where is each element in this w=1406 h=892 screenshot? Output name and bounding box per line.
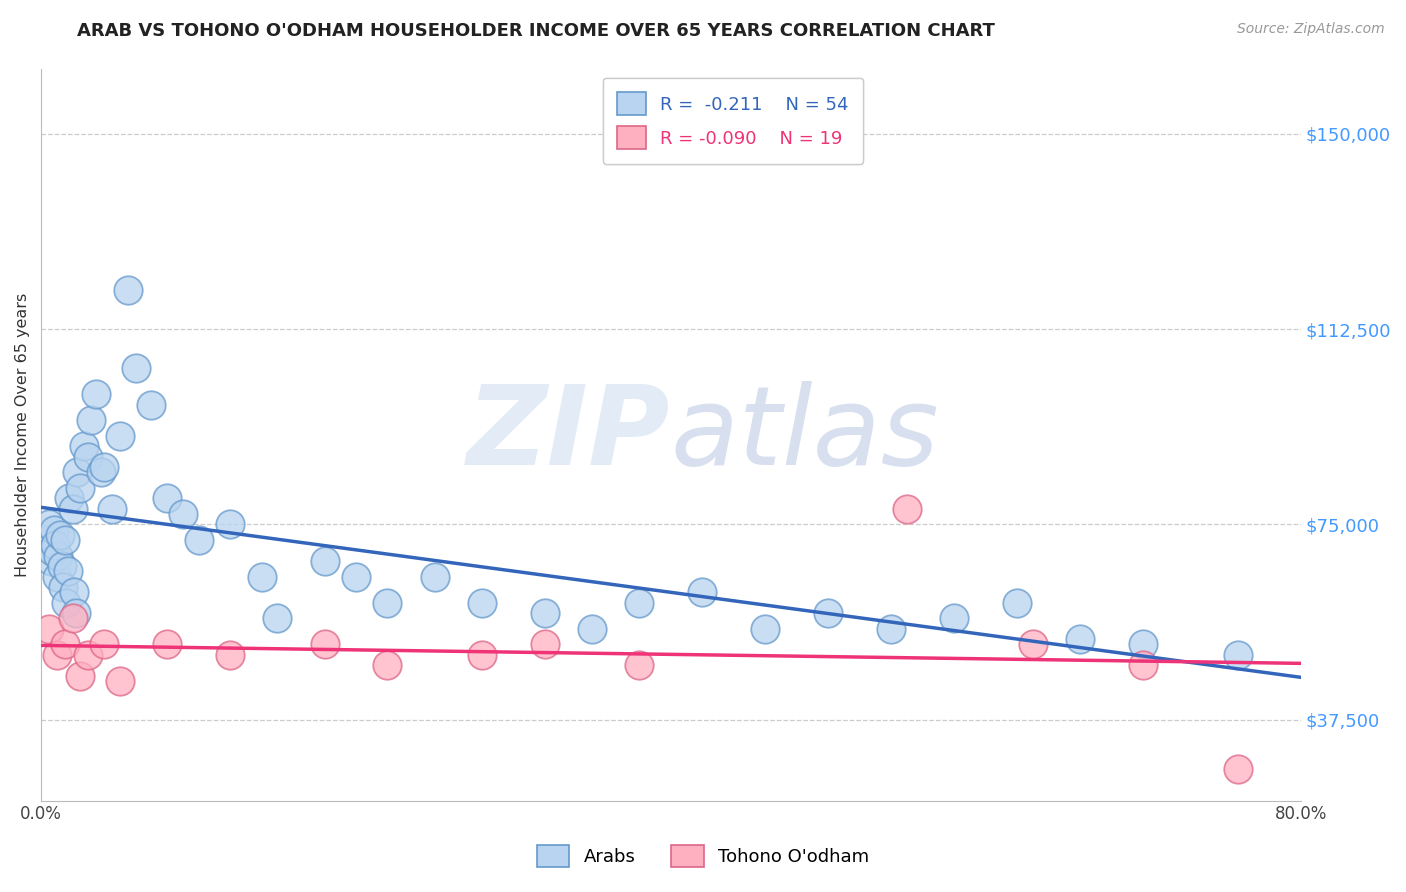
Point [1132, 658, 1154, 673]
Point [53, 637, 76, 651]
Point [117, 283, 139, 297]
Point [39, 554, 62, 568]
Point [48, 549, 70, 563]
Point [66, 466, 89, 480]
Point [38, 622, 60, 636]
Point [1069, 632, 1091, 646]
Point [93, 637, 115, 651]
Point [943, 611, 966, 625]
Point [45, 648, 67, 662]
Point [124, 361, 146, 376]
Point [56, 565, 79, 579]
Point [93, 460, 115, 475]
Point [37, 533, 59, 547]
Text: ZIP: ZIP [467, 381, 671, 488]
Point [77, 648, 100, 662]
Point [817, 606, 839, 620]
Point [172, 507, 194, 521]
Point [101, 501, 124, 516]
Point [471, 596, 494, 610]
Point [754, 622, 776, 636]
Point [1132, 637, 1154, 651]
Point [692, 585, 714, 599]
Point [38, 517, 60, 532]
Point [314, 554, 336, 568]
Point [42, 523, 65, 537]
Point [49, 528, 72, 542]
Point [880, 622, 903, 636]
Point [90, 466, 112, 480]
Point [896, 501, 918, 516]
Legend: Arabs, Tohono O'odham: Arabs, Tohono O'odham [529, 838, 877, 874]
Point [51, 559, 73, 574]
Point [534, 637, 557, 651]
Point [156, 637, 179, 651]
Point [250, 569, 273, 583]
Text: ARAB VS TOHONO O'ODHAM HOUSEHOLDER INCOME OVER 65 YEARS CORRELATION CHART: ARAB VS TOHONO O'ODHAM HOUSEHOLDER INCOM… [77, 22, 995, 40]
Point [52, 580, 75, 594]
Point [63, 585, 86, 599]
Point [41, 543, 63, 558]
Point [69, 668, 91, 682]
Point [377, 596, 399, 610]
Point [219, 517, 242, 532]
Point [80, 413, 103, 427]
Point [53, 533, 76, 547]
Point [581, 622, 603, 636]
Legend: R =  -0.211    N = 54, R = -0.090    N = 19: R = -0.211 N = 54, R = -0.090 N = 19 [603, 78, 863, 163]
Point [55, 596, 77, 610]
Point [628, 658, 651, 673]
Point [471, 648, 494, 662]
Point [314, 637, 336, 651]
Point [344, 569, 367, 583]
Point [156, 491, 179, 506]
Point [108, 673, 131, 688]
Point [1022, 637, 1045, 651]
Y-axis label: Householder Income Over 65 years: Householder Income Over 65 years [15, 293, 30, 577]
Point [45, 569, 67, 583]
Point [266, 611, 288, 625]
Point [58, 491, 80, 506]
Point [72, 439, 94, 453]
Point [219, 648, 242, 662]
Point [108, 429, 131, 443]
Point [1226, 763, 1249, 777]
Point [534, 606, 557, 620]
Point [44, 538, 66, 552]
Point [84, 387, 107, 401]
Point [628, 596, 651, 610]
Point [1226, 648, 1249, 662]
Text: atlas: atlas [671, 381, 939, 488]
Point [423, 569, 446, 583]
Point [377, 658, 399, 673]
Point [69, 481, 91, 495]
Point [1007, 596, 1029, 610]
Point [65, 606, 87, 620]
Point [187, 533, 209, 547]
Text: Source: ZipAtlas.com: Source: ZipAtlas.com [1237, 22, 1385, 37]
Point [62, 611, 84, 625]
Point [141, 398, 163, 412]
Point [62, 501, 84, 516]
Point [77, 450, 100, 464]
